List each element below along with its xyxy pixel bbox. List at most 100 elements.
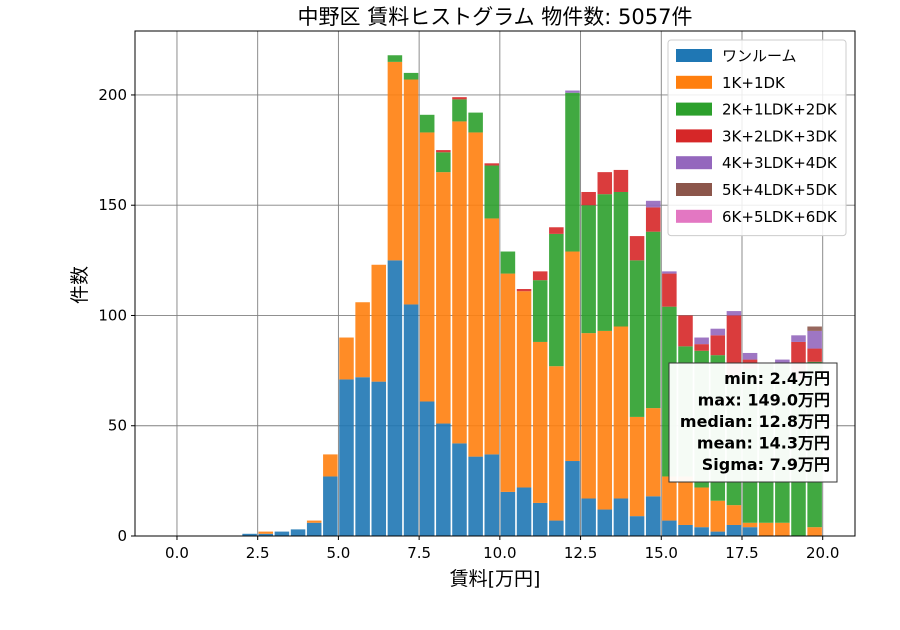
stats-line: max: 149.0万円 — [698, 391, 830, 410]
x-tick-label: 0.0 — [165, 544, 189, 562]
bar-segment — [565, 461, 580, 536]
bar-segment — [452, 97, 467, 100]
bar-segment — [355, 302, 370, 378]
legend-label: 4K+3LDK+4DK — [722, 154, 838, 172]
legend-swatch — [676, 129, 712, 143]
bar-segment — [387, 61, 403, 261]
bar-segment — [532, 341, 548, 503]
bar-segment — [565, 90, 580, 93]
bar-segment — [694, 487, 709, 528]
bar-segment — [694, 337, 709, 345]
bar-segment — [581, 205, 596, 334]
bar-segment — [516, 291, 532, 488]
bar-segment — [274, 531, 290, 536]
bar-segment — [452, 121, 467, 444]
x-tick-label: 17.5 — [725, 544, 758, 562]
bar-segment — [532, 280, 548, 342]
legend-label: 1K+1DK — [722, 74, 786, 92]
bar-segment — [710, 531, 726, 536]
bar-segment — [629, 516, 645, 536]
bar-segment — [581, 333, 596, 499]
legend-label: ワンルーム — [722, 47, 797, 65]
bar-segment — [484, 454, 500, 536]
bar-segment — [549, 366, 564, 521]
stats-box: min: 2.4万円 max: 149.0万円 median: 12.8万円 mean… — [668, 362, 838, 483]
bar-segment — [419, 114, 435, 133]
bar-segment — [371, 381, 387, 536]
bar-segment — [549, 520, 564, 536]
bar-segment — [775, 522, 790, 536]
bar-segment — [629, 416, 645, 517]
bar-segment — [645, 200, 661, 208]
stats-line: min: 2.4万円 — [724, 369, 830, 388]
bar-segment — [807, 326, 822, 331]
bar-segment — [290, 529, 306, 536]
bar-segment — [403, 79, 419, 305]
bar-segment — [662, 271, 677, 274]
bar-segment — [403, 72, 419, 80]
axis-ticks: 0.0 2.5 5.0 7.5 10.0 12.5 15.0 17.5 20.0 0 50 100 15… — [98, 86, 839, 562]
y-tick-label: 50 — [108, 417, 127, 435]
bar-segment — [662, 520, 677, 536]
bar-segment — [597, 172, 613, 195]
bar-segment — [500, 273, 516, 492]
bar-segment — [581, 191, 596, 206]
bar-segment — [645, 231, 661, 409]
bar-segment — [742, 522, 758, 528]
bar-segment — [500, 251, 516, 274]
bar-segment — [452, 99, 467, 122]
bar-segment — [710, 500, 726, 532]
legend-label: 6K+5LDK+6DK — [722, 208, 838, 226]
bar-segment — [694, 527, 709, 536]
bar-segment — [694, 344, 709, 351]
bar-segment — [742, 352, 758, 360]
bar-segment — [452, 443, 467, 536]
bar-segment — [500, 491, 516, 536]
bar-segment — [710, 335, 726, 356]
bar-segment — [629, 260, 645, 417]
bar-segment — [468, 112, 483, 133]
bar-segment — [726, 505, 742, 525]
bar-segment — [807, 330, 822, 349]
bar-segment — [742, 527, 758, 536]
bar-segment — [613, 191, 629, 327]
bar-segment — [484, 163, 500, 166]
bar-segment — [516, 289, 532, 292]
chart-title: 中野区 賃料ヒストグラム 物件数: 5057件 — [298, 5, 693, 29]
bar-segment — [339, 337, 354, 380]
axes-frame — [134, 30, 856, 537]
bar-segment — [532, 271, 548, 281]
bar-segment — [775, 359, 790, 364]
legend-swatch — [676, 75, 712, 89]
bar-segment — [419, 132, 435, 402]
bar-segment — [645, 496, 661, 536]
x-tick-label: 7.5 — [407, 544, 431, 562]
y-tick-label: 100 — [98, 306, 127, 324]
x-axis-label: 賃料[万円] — [450, 568, 541, 590]
bar-segment — [678, 524, 693, 536]
bar-segment — [613, 169, 629, 192]
bar-segment — [387, 260, 403, 536]
legend-swatch — [676, 183, 712, 196]
bar-segment — [242, 533, 257, 536]
bar-segment — [565, 92, 580, 252]
legend-swatch — [676, 156, 712, 170]
stats-box-frame — [668, 362, 838, 483]
bar-segment — [726, 311, 742, 316]
bar-segment — [662, 273, 677, 307]
bar-segment — [565, 251, 580, 462]
bar-segment — [629, 236, 645, 261]
bar-segment — [258, 533, 274, 536]
bar-segment — [323, 454, 338, 477]
stats-line: Sigma: 7.9万円 — [702, 455, 830, 474]
bar-segment — [581, 498, 596, 536]
y-axis-label: 件数 — [69, 266, 91, 304]
bar-segment — [645, 408, 661, 497]
bar-segment — [597, 509, 613, 536]
stats-line: mean: 14.3万円 — [697, 434, 830, 453]
x-tick-label: 10.0 — [483, 544, 516, 562]
bar-segment — [436, 172, 451, 424]
bar-segment — [436, 152, 451, 173]
legend: ワンルーム 1K+1DK 2K+1LDK+2DK 3K+2LDK+3DK 4K+3LDK… — [667, 39, 847, 237]
